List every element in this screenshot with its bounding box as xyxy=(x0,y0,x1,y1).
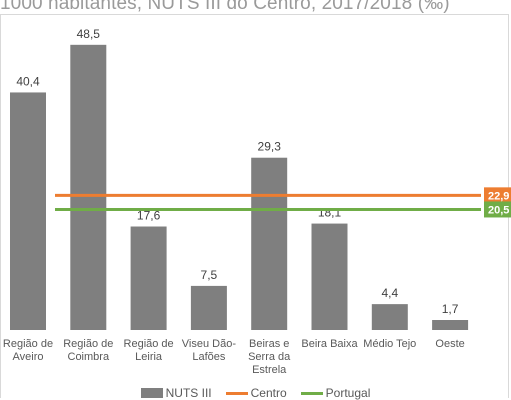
bar xyxy=(10,92,46,330)
legend-item-portugal: Portugal xyxy=(300,386,371,400)
bar xyxy=(432,320,469,330)
x-tick-label: Médio Tejo xyxy=(363,338,416,350)
bar xyxy=(311,223,348,330)
legend-swatch-nuts xyxy=(140,388,163,398)
x-tick-label: Região de xyxy=(124,338,174,350)
line-label-box-centro xyxy=(484,187,511,204)
bar-data-label: 48,5 xyxy=(77,27,101,41)
x-tick-label: Viseu Dão- xyxy=(182,338,237,350)
bar-data-label: 29,3 xyxy=(258,140,282,154)
x-tick-label: Lafões xyxy=(192,351,226,363)
bar-data-label: 4,4 xyxy=(381,286,398,300)
bar-data-label: 40,4 xyxy=(16,74,40,88)
x-tick-label: Estrela xyxy=(252,364,287,376)
bar xyxy=(130,226,167,330)
bar-data-label: 17,6 xyxy=(137,209,161,223)
line-label-box-portugal xyxy=(484,201,511,218)
legend-label-portugal: Portugal xyxy=(325,386,371,400)
legend-label-centro: Centro xyxy=(250,386,287,400)
x-tick-label: Coimbra xyxy=(68,351,110,363)
x-tick-label: Região de xyxy=(63,338,113,350)
legend-item-centro: Centro xyxy=(225,386,287,400)
bar xyxy=(70,44,107,330)
x-tick-label: Região de xyxy=(3,338,53,350)
bar xyxy=(251,157,288,330)
x-tick-label: Serra da xyxy=(248,351,291,363)
bar xyxy=(190,285,227,330)
line-data-label-centro: 22,9 xyxy=(488,190,509,202)
legend-swatch-centro xyxy=(225,391,248,395)
legend-swatch-portugal xyxy=(300,391,323,395)
legend-item-nuts: NUTS III xyxy=(140,386,212,400)
x-tick-label: Beira Baixa xyxy=(301,338,358,350)
bar-data-label: 7,5 xyxy=(201,268,218,282)
x-tick-label: Aveiro xyxy=(13,351,44,363)
line-data-label-portugal: 20,5 xyxy=(488,204,509,216)
x-tick-label: Oeste xyxy=(435,338,464,350)
legend-label-nuts: NUTS III xyxy=(165,386,212,400)
x-tick-label: Leiria xyxy=(135,351,163,363)
x-tick-label: Beiras e xyxy=(249,338,289,350)
chart-title: 1000 habitantes, NUTS III do Centro, 201… xyxy=(0,0,450,14)
bar-data-label: 18,1 xyxy=(318,206,342,220)
bar xyxy=(371,304,408,330)
legend: NUTS III Centro Portugal xyxy=(0,386,511,400)
bar-data-label: 1,7 xyxy=(442,302,459,316)
